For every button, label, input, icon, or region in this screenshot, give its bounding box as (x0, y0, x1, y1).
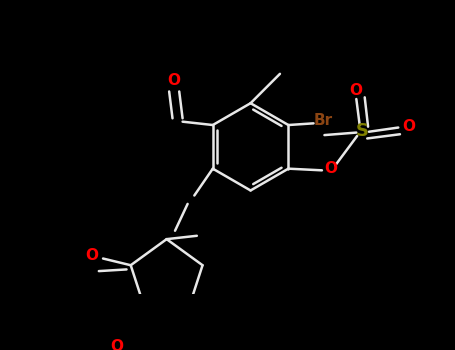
Text: O: O (167, 73, 180, 88)
Text: O: O (324, 161, 337, 176)
Text: S: S (356, 122, 369, 140)
Text: O: O (349, 83, 362, 98)
Text: O: O (402, 119, 415, 134)
Text: O: O (85, 248, 98, 262)
Text: Br: Br (314, 113, 333, 128)
Text: O: O (110, 340, 123, 350)
